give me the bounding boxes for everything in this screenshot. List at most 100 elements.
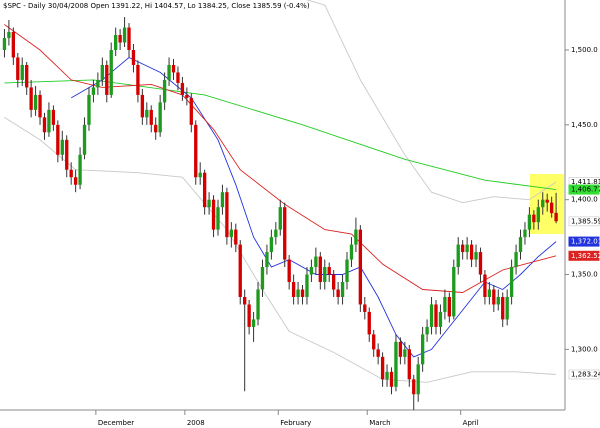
up-body [60,139,64,155]
up-body [20,64,24,80]
end-label: 1,372.01 [571,238,600,246]
down-body [202,172,207,208]
x-tick-label: December [98,419,134,427]
up-body [403,349,407,357]
up-body [47,109,51,133]
up-body [345,259,349,283]
down-body [291,282,296,297]
y-tick-label: 1,500.0 [571,46,598,54]
down-body [407,349,411,380]
end-label-bg [568,184,600,195]
up-body [207,199,211,208]
up-body [474,252,478,260]
up-body [505,296,509,320]
x-tick-label: 2008 [187,419,205,427]
up-body [114,35,118,50]
down-body [105,64,109,95]
down-body [51,109,56,125]
up-body [416,364,420,395]
up-body [323,267,327,283]
down-body [127,27,131,50]
down-body [372,334,376,350]
down-body [65,139,69,170]
close-label-bg [568,216,600,227]
up-body [2,38,7,50]
down-body [118,35,122,43]
down-body [140,94,145,118]
up-body [429,304,434,327]
up-body [536,207,540,223]
up-body [514,252,518,268]
down-body [29,87,33,110]
y-tick-label: 1,300.0 [571,345,598,353]
down-body [234,229,238,245]
up-body [265,252,269,268]
indicator-line [4,79,557,191]
down-body [376,349,380,357]
up-body [96,79,100,88]
down-body [69,169,73,178]
up-body [309,267,314,275]
indicator-line [70,56,557,358]
x-tick-label: March [369,419,390,427]
up-body [162,79,167,103]
up-body [394,341,398,387]
down-body [42,117,47,133]
up-body [296,289,300,297]
down-body [358,229,363,305]
x-tick-label: April [463,419,479,427]
up-body [274,229,278,238]
up-body [260,267,265,290]
down-body [176,72,180,83]
indicator-line [4,24,557,293]
end-label-bg [568,236,600,247]
up-body [220,192,225,208]
up-body [340,282,345,297]
down-body [545,199,549,203]
down-body [367,311,371,335]
up-body [438,311,443,327]
end-label: 1,283.24 [571,370,600,378]
up-body [509,267,514,297]
down-body [300,289,305,297]
down-body [149,109,153,125]
down-body [501,296,505,320]
up-body [496,296,500,305]
up-body [229,229,234,238]
up-body [7,32,11,39]
up-body [33,94,38,110]
down-body [238,244,242,297]
up-body [487,289,492,297]
down-body [331,274,336,290]
down-body [434,304,438,327]
down-body [389,371,394,387]
down-body [185,94,189,98]
chart-title: $SPC - Daily 30/04/2008 Open 1391.22, Hi… [3,2,310,10]
down-body [154,124,158,133]
up-body [256,289,260,320]
down-body [398,341,403,357]
down-body [318,256,322,283]
end-label-bg [568,250,600,261]
down-body [469,244,474,260]
up-body [167,64,171,80]
up-body [91,87,96,95]
up-body [87,94,91,125]
up-body [145,109,149,118]
down-body [447,296,451,317]
up-body [278,207,282,230]
up-body [349,244,354,260]
up-body [78,154,82,185]
down-body [131,49,136,65]
end-label: 1,406.77 [571,186,600,194]
plot [2,0,558,410]
up-body [456,244,460,268]
down-body [225,192,229,238]
down-body [283,207,287,260]
down-body [16,57,20,80]
down-body [11,32,16,58]
y-tick-label: 1,350.0 [571,271,598,279]
up-body [158,102,162,133]
down-body [483,274,487,297]
close-label: 1,385.59 [571,217,600,225]
